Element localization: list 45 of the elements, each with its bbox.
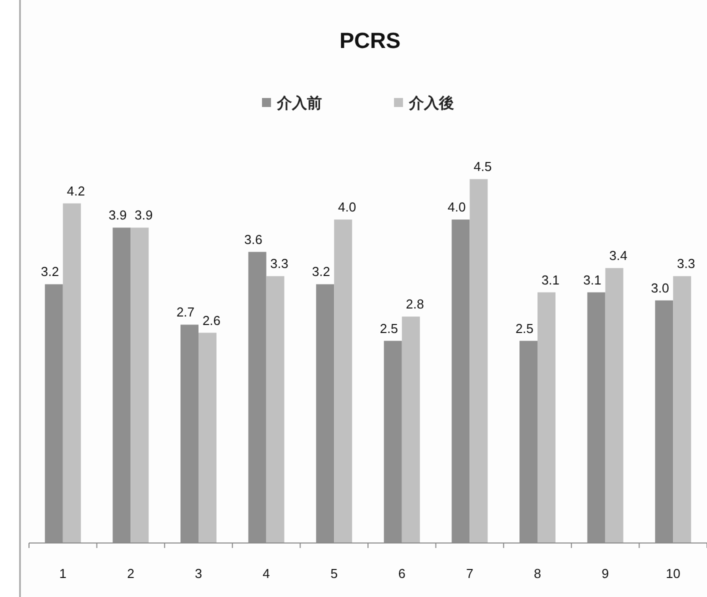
- x-tick-label: 6: [398, 566, 406, 581]
- bar: [538, 292, 556, 543]
- bar: [62, 203, 81, 543]
- data-label: 3.3: [270, 256, 288, 272]
- bar: [673, 276, 692, 543]
- data-label: 4.0: [448, 200, 466, 215]
- data-label: 3.4: [609, 248, 628, 264]
- x-tick-label: 3: [194, 566, 202, 581]
- data-label: 4.5: [474, 159, 492, 174]
- bar: [266, 276, 284, 543]
- data-label: 2.5: [380, 320, 398, 336]
- data-label: 3.2: [312, 264, 330, 280]
- x-tick-label: 1: [59, 566, 67, 581]
- data-label: 3.0: [651, 280, 670, 296]
- legend-item: 介入前: [262, 95, 322, 112]
- data-label: 3.2: [40, 264, 59, 280]
- data-label: 2.6: [202, 312, 221, 328]
- data-label: 2.7: [176, 304, 195, 320]
- x-tick-label: 7: [466, 566, 474, 581]
- data-label: 3.6: [244, 232, 262, 247]
- x-tick-label: 8: [534, 566, 542, 581]
- legend-item: 介入後: [394, 95, 454, 112]
- x-tick-label: 9: [602, 566, 609, 581]
- data-label: 3.9: [134, 208, 153, 223]
- data-label: 3.1: [583, 272, 602, 288]
- legend-label: 介入後: [408, 95, 454, 112]
- data-label: 3.3: [677, 256, 696, 272]
- legend-label: 介入前: [276, 95, 322, 112]
- data-label: 4.2: [66, 183, 85, 198]
- bar: [334, 220, 352, 543]
- bar: [402, 316, 420, 543]
- bar: [198, 332, 216, 543]
- x-tick-label: 4: [262, 566, 270, 581]
- data-label: 2.8: [406, 296, 424, 312]
- bar: [130, 228, 149, 543]
- data-label: 3.1: [541, 272, 560, 288]
- data-label: 2.5: [515, 320, 534, 336]
- chart-title: PCRS: [339, 28, 401, 53]
- x-tick-label: 5: [330, 566, 338, 581]
- data-label: 4.0: [338, 200, 356, 215]
- bar: [605, 268, 624, 543]
- x-tick-label: 10: [666, 566, 680, 581]
- data-label: 3.9: [108, 208, 127, 223]
- x-tick-label: 2: [127, 566, 134, 581]
- bar: [470, 179, 488, 543]
